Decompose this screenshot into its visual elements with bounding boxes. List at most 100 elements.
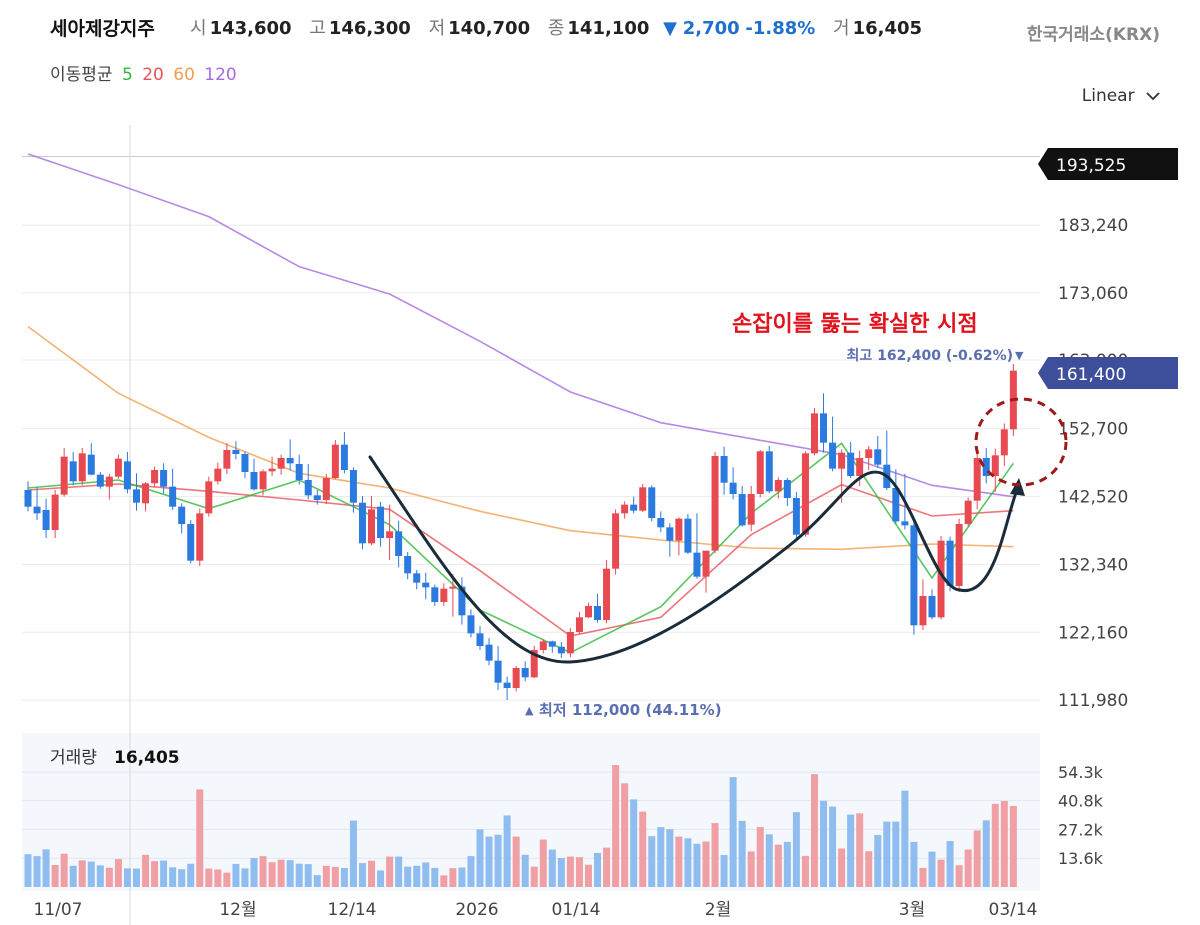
volume-bar bbox=[648, 836, 656, 887]
candle-body bbox=[892, 488, 900, 522]
scale-select[interactable]: Linear bbox=[1082, 86, 1160, 106]
ma-legend-title: 이동평균 bbox=[50, 65, 113, 85]
high-value: 146,300 bbox=[328, 18, 411, 39]
volume-bar bbox=[666, 829, 674, 887]
candle-body bbox=[232, 450, 240, 454]
last-price-badge-text: 161,400 bbox=[1056, 365, 1126, 385]
candle-body bbox=[60, 456, 68, 495]
volume-bar bbox=[114, 859, 122, 887]
candle-body bbox=[96, 474, 104, 487]
volume-bar bbox=[431, 867, 439, 887]
candle-body bbox=[476, 633, 484, 646]
candle-body bbox=[114, 458, 122, 477]
volume-bar bbox=[720, 855, 728, 887]
candle-body bbox=[214, 468, 222, 482]
price-gridlines bbox=[22, 156, 1040, 701]
volume-bar bbox=[259, 856, 267, 887]
volume-bar bbox=[78, 860, 86, 887]
volume-bar bbox=[485, 836, 493, 887]
candle-body bbox=[982, 458, 990, 476]
volume-bar bbox=[494, 834, 502, 887]
candle-body bbox=[666, 527, 674, 541]
volume-bar bbox=[132, 868, 140, 887]
candle-body bbox=[711, 456, 719, 551]
volume-bar bbox=[386, 856, 394, 887]
volume-tick-label: 27.2k bbox=[1058, 820, 1104, 839]
candle-body bbox=[539, 641, 547, 650]
moving-average-ma60 bbox=[27, 326, 1014, 551]
time-tick-label: 01/14 bbox=[552, 900, 601, 920]
volume-bar bbox=[331, 866, 339, 887]
volume-bar bbox=[96, 865, 104, 887]
candle-body bbox=[648, 487, 656, 518]
volume-bar bbox=[783, 841, 791, 887]
volume-bar bbox=[747, 851, 755, 887]
candle-body bbox=[720, 456, 728, 483]
volume-panel-value: 16,405 bbox=[114, 748, 180, 768]
volume-bar bbox=[521, 854, 529, 887]
candle-body bbox=[458, 586, 466, 616]
volume-bar bbox=[33, 856, 41, 887]
candle-body bbox=[69, 461, 77, 482]
candle-body bbox=[87, 454, 95, 475]
volume-bar bbox=[838, 848, 846, 887]
candle-body bbox=[946, 540, 954, 586]
volume-bar bbox=[612, 765, 620, 887]
candle-body bbox=[250, 472, 258, 490]
volume-bar bbox=[69, 865, 77, 887]
volume-bars bbox=[24, 765, 1017, 887]
volume-bar bbox=[1009, 805, 1017, 887]
volume-bar bbox=[973, 830, 981, 887]
volume-bar bbox=[512, 836, 520, 887]
candle-body bbox=[991, 455, 999, 476]
candle-body bbox=[286, 458, 294, 464]
breakout-annotation-text: 손잡이를 뚫는 확실한 시점 bbox=[732, 312, 978, 337]
last-price-badge: 161,400 bbox=[1038, 357, 1178, 389]
volume-bar bbox=[594, 852, 602, 887]
candle-body bbox=[792, 498, 800, 535]
candle-body bbox=[928, 596, 936, 618]
candle-body bbox=[241, 454, 249, 472]
candle-body bbox=[584, 606, 592, 618]
candle-body bbox=[829, 442, 837, 469]
candle-body bbox=[151, 470, 159, 484]
volume-bar bbox=[187, 863, 195, 887]
volume-bar bbox=[449, 868, 457, 887]
volume-bar bbox=[675, 836, 683, 887]
volume-bar bbox=[51, 864, 59, 887]
candle-body bbox=[331, 444, 339, 478]
candle-body bbox=[512, 668, 520, 688]
candle-body bbox=[440, 588, 448, 602]
ma-legend-item-120[interactable]: 120 bbox=[204, 65, 237, 85]
volume-bar bbox=[792, 812, 800, 887]
change-value: 2,700 bbox=[682, 18, 740, 39]
cup-handle-curve bbox=[368, 455, 1019, 664]
ma-legend-item-20[interactable]: 20 bbox=[142, 65, 164, 85]
change-percent: -1.88% bbox=[745, 18, 816, 39]
ma-legend-item-60[interactable]: 60 bbox=[173, 65, 195, 85]
volume-bar bbox=[87, 861, 95, 887]
volume-bar bbox=[910, 841, 918, 887]
volume-bar bbox=[693, 843, 701, 887]
candle-body bbox=[395, 531, 403, 556]
ma-legend-item-5[interactable]: 5 bbox=[121, 65, 133, 85]
close-value: 141,100 bbox=[567, 18, 650, 39]
candle-body bbox=[684, 518, 692, 553]
volume-bar bbox=[865, 851, 873, 887]
candle-body bbox=[142, 483, 150, 504]
volume-bar bbox=[575, 857, 583, 887]
volume-bar bbox=[304, 864, 312, 887]
curve-arrow-icon bbox=[1010, 478, 1025, 496]
candle-body bbox=[693, 552, 701, 577]
candle-body bbox=[639, 487, 647, 511]
price-tick-label: 152,700 bbox=[1058, 420, 1128, 440]
time-tick-label: 3월 bbox=[899, 900, 925, 920]
candle-body bbox=[901, 521, 909, 526]
volume-bar bbox=[413, 865, 421, 887]
volume-bar bbox=[322, 865, 330, 887]
candle-body bbox=[78, 453, 86, 482]
quote-line: 시 143,600 고 146,300 저 140,700 종 141,100 ▼ 2,… bbox=[186, 14, 930, 40]
volume-bar bbox=[340, 867, 348, 887]
moving-average-ma20 bbox=[27, 483, 1014, 637]
